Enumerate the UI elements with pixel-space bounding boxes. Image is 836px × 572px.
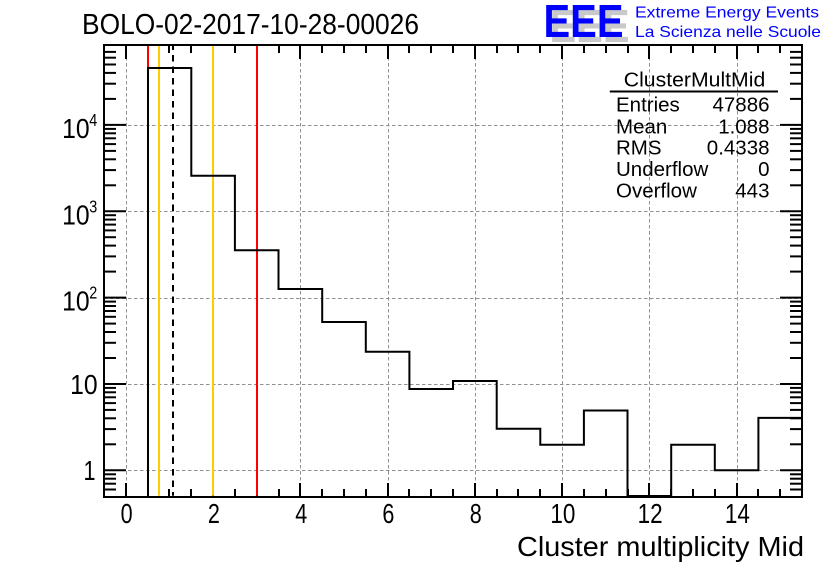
svg-text:12: 12 (638, 498, 663, 529)
svg-text:EEE: EEE (550, 0, 630, 52)
svg-text:0: 0 (121, 498, 133, 529)
svg-text:47886: 47886 (712, 94, 769, 117)
svg-text:RMS: RMS (616, 137, 662, 160)
svg-text:10: 10 (62, 199, 90, 230)
svg-text:Overflow: Overflow (616, 180, 697, 203)
svg-text:Extreme Energy Events: Extreme Energy Events (635, 5, 819, 22)
svg-text:6: 6 (382, 498, 394, 529)
svg-text:Mean: Mean (616, 116, 667, 139)
svg-text:2: 2 (208, 498, 220, 529)
svg-text:10: 10 (62, 286, 90, 317)
svg-text:Cluster multiplicity Mid: Cluster multiplicity Mid (517, 531, 804, 562)
svg-text:3: 3 (89, 196, 97, 216)
svg-text:EEE: EEE (544, 0, 624, 47)
svg-text:0.4338: 0.4338 (707, 137, 770, 160)
svg-text:8: 8 (470, 498, 482, 529)
svg-text:La Scienza nelle Scuole: La Scienza nelle Scuole (635, 24, 821, 41)
svg-text:Underflow: Underflow (616, 158, 708, 181)
svg-text:1: 1 (84, 455, 96, 486)
svg-text:0: 0 (758, 158, 769, 181)
svg-text:10: 10 (62, 113, 90, 144)
svg-text:4: 4 (89, 110, 97, 130)
svg-text:443: 443 (735, 180, 769, 203)
svg-text:Entries: Entries (616, 94, 680, 117)
svg-text:BOLO-02-2017-10-28-00026: BOLO-02-2017-10-28-00026 (82, 9, 419, 41)
svg-text:10: 10 (70, 369, 98, 400)
svg-text:ClusterMultMid: ClusterMultMid (624, 69, 766, 92)
svg-text:2: 2 (89, 283, 97, 303)
svg-text:4: 4 (295, 498, 307, 529)
svg-text:14: 14 (725, 498, 750, 529)
svg-text:10: 10 (550, 498, 575, 529)
svg-text:1.088: 1.088 (718, 116, 769, 139)
